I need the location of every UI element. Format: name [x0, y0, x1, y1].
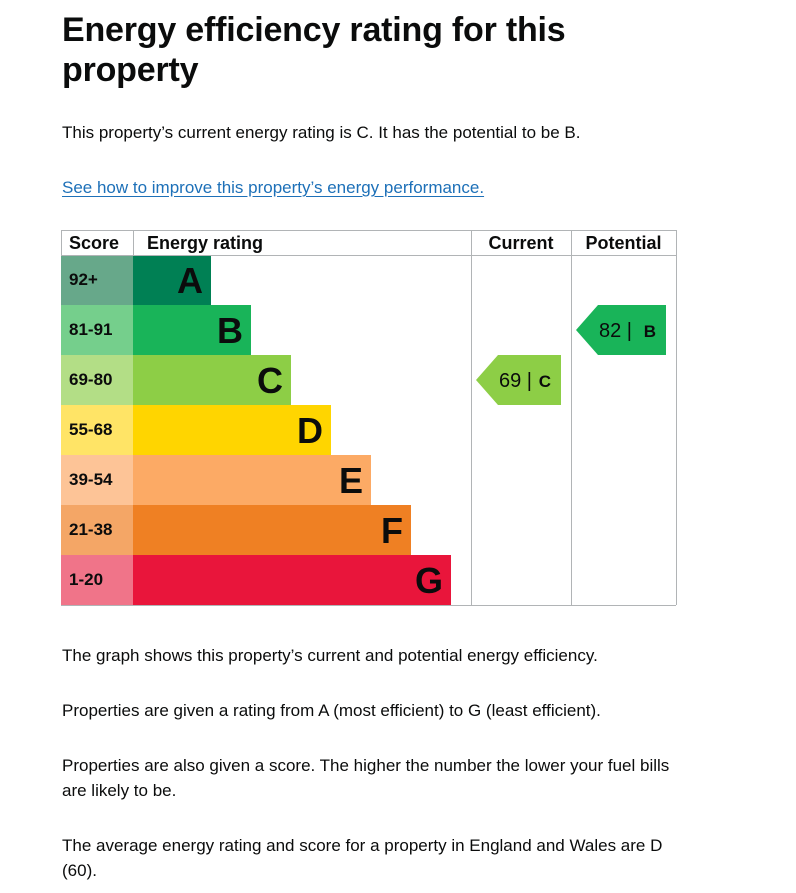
score-explanation: Properties are also given a score. The h… — [62, 756, 670, 800]
rating-letter-f: F — [381, 510, 403, 551]
header-current: Current — [488, 233, 553, 253]
score-range-f: 21-38 — [69, 520, 112, 539]
rating-letter-g: G — [415, 560, 443, 601]
graph-explanation: The graph shows this property’s current … — [62, 646, 598, 665]
score-range-a: 92+ — [69, 270, 98, 289]
rating-letter-b: B — [217, 310, 243, 351]
improve-performance-link[interactable]: See how to improve this property’s energ… — [62, 178, 485, 197]
potential-rating-arrow-shape — [576, 305, 666, 355]
score-cell-b — [61, 305, 133, 355]
current-rating-arrow: 69 | C — [476, 355, 561, 405]
potential-rating-arrow: 82 | B — [576, 305, 666, 355]
score-cell-g — [61, 555, 133, 605]
score-range-g: 1-20 — [69, 570, 103, 589]
header-potential: Potential — [585, 233, 661, 253]
score-range-d: 55-68 — [69, 420, 112, 439]
current-rating-arrow-score: 69 | — [499, 370, 532, 392]
score-cell-e — [61, 455, 133, 505]
rating-letter-e: E — [339, 460, 363, 501]
page-title: Energy efficiency rating for this proper… — [62, 11, 566, 89]
score-cell-f — [61, 505, 133, 555]
rating-bar-c — [133, 355, 291, 405]
potential-rating-arrow-score: 82 | — [599, 320, 632, 342]
score-range-c: 69-80 — [69, 370, 112, 389]
rating-bar-b — [133, 305, 251, 355]
rating-bar-a — [133, 255, 211, 305]
score-range-e: 39-54 — [69, 470, 113, 489]
header-score: Score — [69, 233, 119, 253]
score-range-b: 81-91 — [69, 320, 112, 339]
rating-scale-explanation: Properties are given a rating from A (mo… — [62, 701, 601, 720]
header-energy-rating: Energy rating — [147, 233, 263, 253]
rating-letter-d: D — [297, 410, 323, 451]
current-rating-arrow-shape — [476, 355, 561, 405]
current-rating-summary: This property’s current energy rating is… — [62, 123, 581, 142]
rating-bar-e — [133, 455, 371, 505]
score-cell-c — [61, 355, 133, 405]
rating-bar-f — [133, 505, 411, 555]
rating-letter-a: A — [177, 260, 203, 301]
rating-letter-c: C — [257, 360, 283, 401]
score-cell-d — [61, 405, 133, 455]
rating-bar-g — [133, 555, 451, 605]
score-cell-a — [61, 255, 133, 305]
average-rating-explanation: The average energy rating and score for … — [62, 836, 663, 880]
current-rating-arrow-letter: C — [539, 372, 551, 391]
rating-bar-d — [133, 405, 331, 455]
potential-rating-arrow-letter: B — [644, 322, 656, 341]
